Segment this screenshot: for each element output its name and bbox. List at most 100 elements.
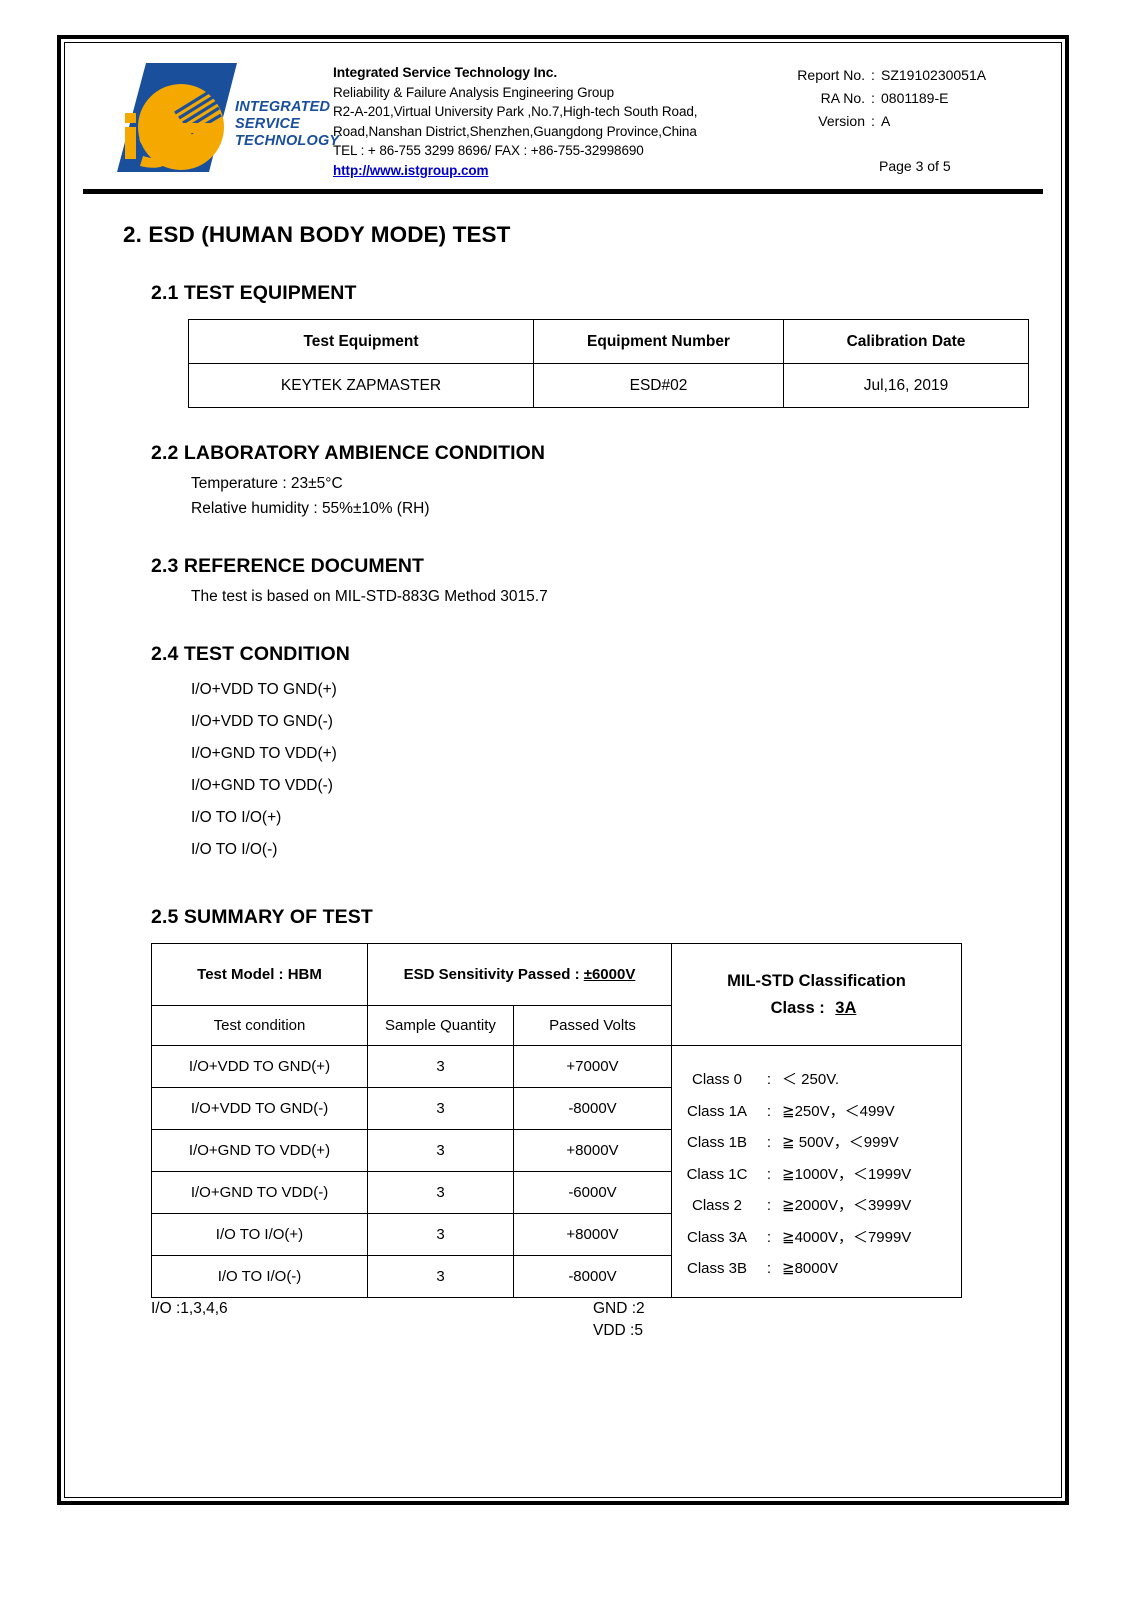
cell-condition: I/O+VDD TO GND(-) [151, 1087, 368, 1130]
list-item: I/O+VDD TO GND(+) [191, 681, 337, 698]
report-no-colon: : [871, 67, 875, 83]
esd-sensitivity-cell: ESD Sensitivity Passed : ±6000V [367, 943, 672, 1006]
version-label: Version [818, 113, 865, 129]
summary-of-test-table: Test Model : HBM ESD Sensitivity Passed … [151, 943, 962, 1298]
list-item: I/O TO I/O(-) [191, 841, 278, 858]
cell-condition: I/O TO I/O(+) [151, 1213, 368, 1256]
classification-row: Class 1A : ≧250V，＜499V [678, 1096, 961, 1128]
classification-row: Class 1B : ≧ 500V，＜999V [678, 1127, 961, 1159]
col-passed-volts: Passed Volts [513, 1005, 672, 1046]
cell-volts: -8000V [513, 1255, 672, 1298]
cell-condition: I/O+VDD TO GND(+) [151, 1045, 368, 1088]
document-header: INTEGRATED SERVICE TECHNOLOGY Integrated… [83, 57, 1043, 183]
header-divider [83, 189, 1043, 194]
logo-word-1: INTEGRATED [235, 99, 331, 115]
class-prefix: Class : [770, 998, 830, 1017]
report-no-row: Report No. : SZ1910230051A [775, 64, 1043, 87]
classification-colon: : [766, 1071, 772, 1089]
classification-colon: : [766, 1228, 772, 1246]
esd-sensitivity-prefix: ESD Sensitivity Passed : [403, 966, 584, 983]
report-no-label: Report No. [797, 67, 865, 83]
classification-name: Class 1C [686, 1165, 748, 1183]
summary-title-row: Test Model : HBM ESD Sensitivity Passed … [151, 943, 962, 1046]
page-border-inner: INTEGRATED SERVICE TECHNOLOGY Integrated… [64, 42, 1062, 1498]
address-line-1: R2-A-201,Virtual University Park ,No.7,H… [333, 104, 698, 119]
address-line-2: Road,Nanshan District,Shenzhen,Guangdong… [333, 123, 697, 139]
col-test-condition: Test condition [151, 1005, 368, 1046]
classification-range: ＜ 250V. [782, 1071, 839, 1089]
version-colon: : [871, 113, 875, 129]
page-border-outer: INTEGRATED SERVICE TECHNOLOGY Integrated… [57, 35, 1069, 1505]
table-row: I/O+GND TO VDD(-) 3 -6000V [151, 1171, 962, 1214]
section-title-2: 2. ESD (HUMAN BODY MODE) TEST [123, 222, 511, 247]
list-item: I/O TO I/O(+) [191, 809, 282, 826]
classification-name: Class 1B [686, 1134, 748, 1152]
classification-range: ≧4000V，＜7999V [782, 1228, 912, 1246]
test-model-cell: Test Model : HBM [151, 943, 368, 1006]
esd-sensitivity-value: ±6000V [583, 966, 636, 983]
cell-condition: I/O+GND TO VDD(+) [151, 1129, 368, 1172]
classification-colon: : [766, 1260, 772, 1278]
reference-document-line: The test is based on MIL-STD-883G Method… [191, 588, 548, 605]
classification-name: Class 3A [686, 1228, 748, 1246]
cell-test-equipment: KEYTEK ZAPMASTER [188, 363, 534, 408]
classification-colon: : [766, 1197, 772, 1215]
classification-colon: : [766, 1165, 772, 1183]
classification-range: ≧ 500V，＜999V [782, 1134, 899, 1152]
list-item: I/O+VDD TO GND(-) [191, 713, 333, 730]
cell-quantity: 3 [367, 1255, 514, 1298]
classification-range: ≧8000V [782, 1260, 838, 1278]
pin-gnd: GND :2 [593, 1300, 645, 1317]
cell-equipment-number: ESD#02 [533, 363, 784, 408]
document-body: 2. ESD (HUMAN BODY MODE) TEST 2.1 TEST E… [83, 222, 1043, 1348]
cell-quantity: 3 [367, 1171, 514, 1214]
department-name: Reliability & Failure Analysis Engineeri… [333, 84, 615, 100]
classification-range: ≧250V，＜499V [782, 1102, 895, 1120]
page-content: INTEGRATED SERVICE TECHNOLOGY Integrated… [65, 43, 1061, 1497]
ist-logo-icon [117, 63, 237, 172]
table-row: I/O+VDD TO GND(+) 3 +7000V Class 0 : ＜ 2… [151, 1045, 962, 1298]
test-condition-list: I/O+VDD TO GND(+) I/O+VDD TO GND(-) I/O+… [191, 674, 1043, 866]
mil-std-classification-cell: MIL-STD Classification Class : 3A [671, 943, 962, 1046]
col-test-equipment: Test Equipment [188, 319, 534, 364]
version-row: Version : A [775, 110, 1043, 133]
company-name: Integrated Service Technology Inc. [333, 65, 558, 80]
pin-legend: I/O :1,3,4,6 GND :2 VDD :5 [83, 1300, 1043, 1348]
classification-name: Class 2 [691, 1197, 743, 1215]
ra-no-colon: : [871, 90, 875, 106]
class-line: Class : 3A [673, 995, 960, 1022]
classification-range: ≧2000V，＜3999V [782, 1197, 912, 1215]
summary-column-header-row: Test condition Sample Quantity Passed Vo… [151, 1005, 962, 1046]
cell-volts: +8000V [513, 1213, 672, 1256]
summary-table-wrap: Test Model : HBM ESD Sensitivity Passed … [151, 943, 962, 1298]
section-title-2-3: 2.3 REFERENCE DOCUMENT [151, 555, 425, 577]
class-value: 3A [835, 998, 857, 1017]
logo-word-3: TECHNOLOGY [235, 133, 340, 149]
cell-volts: +8000V [513, 1129, 672, 1172]
cell-volts: -6000V [513, 1171, 672, 1214]
logo-wordmark: INTEGRATED SERVICE TECHNOLOGY [235, 99, 339, 150]
company-address-block: Integrated Service Technology Inc. Relia… [333, 57, 775, 180]
ra-no-value: 0801189-E [881, 90, 949, 106]
list-item: I/O+GND TO VDD(-) [191, 777, 333, 794]
cell-calibration-date: Jul,16, 2019 [783, 363, 1029, 408]
temperature-line: Temperature : 23±5°C [191, 475, 343, 492]
table-row: KEYTEK ZAPMASTER ESD#02 Jul,16, 2019 [188, 363, 1029, 408]
table-header-row: Test Equipment Equipment Number Calibrat… [188, 319, 1029, 364]
ra-no-label: RA No. [820, 90, 865, 106]
classification-name: Class 1A [686, 1102, 748, 1120]
website-link[interactable]: http://www.istgroup.com [333, 162, 489, 178]
logo-word-2: SERVICE [235, 116, 301, 132]
section-title-2-5: 2.5 SUMMARY OF TEST [151, 906, 373, 928]
pin-vdd: VDD :5 [593, 1322, 643, 1339]
version-value: A [881, 113, 891, 129]
mil-std-title: MIL-STD Classification [727, 971, 906, 990]
classification-name: Class 3B [686, 1260, 748, 1278]
classification-colon: : [766, 1134, 772, 1152]
list-item: I/O+GND TO VDD(+) [191, 745, 337, 762]
cell-quantity: 3 [367, 1129, 514, 1172]
classification-row: Class 3A : ≧4000V，＜7999V [678, 1222, 961, 1254]
section-title-2-4: 2.4 TEST CONDITION [151, 643, 350, 665]
cell-condition: I/O+GND TO VDD(-) [151, 1171, 368, 1214]
report-meta-block: Report No. : SZ1910230051A RA No. : 0801… [775, 57, 1043, 178]
